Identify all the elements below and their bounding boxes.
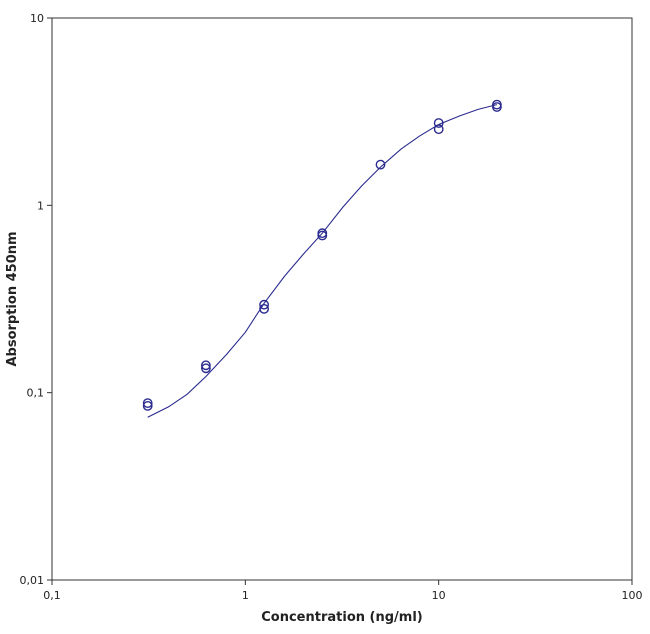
x-tick-label: 0,1 [43, 589, 61, 602]
x-tick-label: 10 [432, 589, 446, 602]
y-tick-label: 10 [30, 12, 44, 25]
plot-area [51, 17, 633, 581]
data-point [142, 398, 153, 408]
data-point [491, 99, 502, 110]
data-point [259, 303, 269, 314]
fit-curve [147, 104, 498, 418]
y-tick-label: 1 [37, 199, 44, 212]
axis-ticks: 0,1 1 10 100 0,01 0,1 1 10 [20, 12, 643, 602]
data-point [317, 228, 328, 239]
data-point [200, 360, 211, 371]
data-point [433, 118, 444, 128]
x-axis-title: Concentration (ng/ml) [261, 610, 422, 625]
data-point [433, 124, 444, 135]
data-point [375, 159, 386, 170]
data-points-layer [142, 99, 502, 411]
fit-curve-layer [147, 104, 498, 418]
y-tick-label: 0,01 [20, 574, 45, 587]
data-point [200, 363, 211, 374]
x-tick-label: 100 [622, 589, 643, 602]
y-tick-label: 0,1 [27, 387, 45, 400]
y-axis-title: Absorption 450nm [5, 231, 20, 366]
data-point [259, 299, 269, 310]
x-tick-label: 1 [242, 589, 249, 602]
data-point [142, 400, 153, 411]
